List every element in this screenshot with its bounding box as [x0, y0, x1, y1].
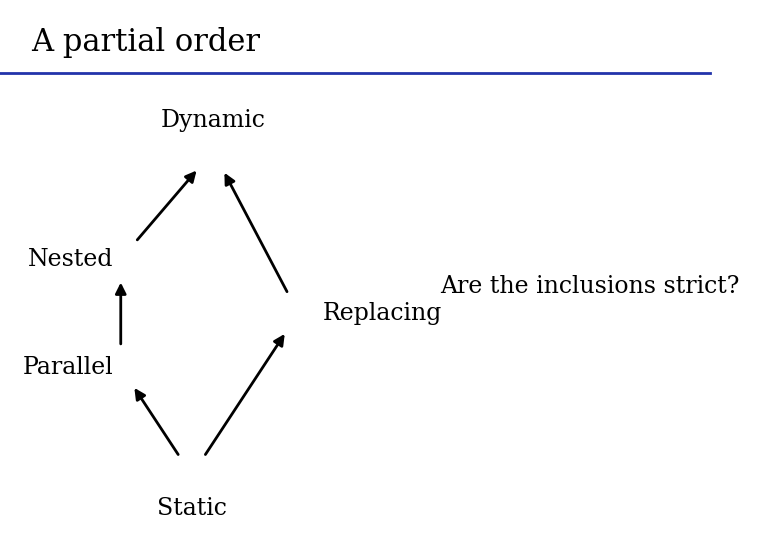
Text: A partial order: A partial order	[31, 27, 261, 58]
Text: Static: Static	[157, 497, 227, 520]
Text: Parallel: Parallel	[23, 356, 114, 379]
Text: Replacing: Replacing	[323, 302, 442, 325]
Text: Are the inclusions strict?: Are the inclusions strict?	[441, 275, 739, 298]
Text: Dynamic: Dynamic	[161, 109, 265, 132]
Text: Nested: Nested	[28, 248, 114, 271]
